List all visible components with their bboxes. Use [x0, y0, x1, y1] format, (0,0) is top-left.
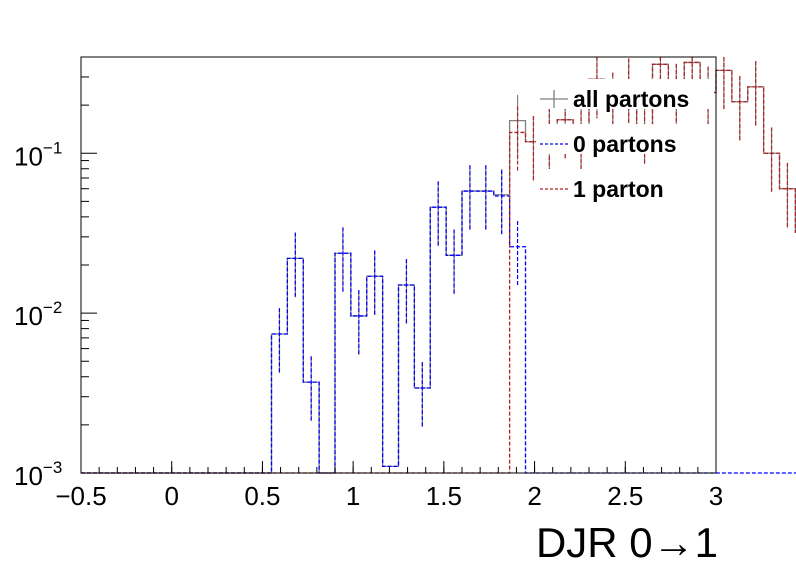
legend: all partons 0 partons 1 parton	[536, 79, 714, 202]
series-layer	[81, 57, 796, 474]
legend-label: 0 partons	[573, 131, 677, 157]
legend-label: 1 parton	[573, 176, 664, 202]
x-tick-label: 1.5	[426, 481, 462, 511]
x-tick-label: 3	[709, 481, 723, 511]
y-tick-label: 10−1	[14, 138, 62, 171]
y-axis: 10−3 10−2 10−1	[14, 56, 97, 491]
y-tick-label: 10−3	[14, 458, 62, 491]
x-tick-label: 1	[346, 481, 360, 511]
legend-entry-background	[536, 169, 714, 199]
legend-entry-background	[536, 124, 714, 154]
x-axis: −0.5 0 0.5 1 1.5 2 2.5 3	[55, 461, 723, 511]
x-tick-label: 0	[164, 481, 178, 511]
x-tick-label: −0.5	[55, 481, 106, 511]
y-tick-label: 10−2	[14, 298, 62, 331]
x-tick-label: 2.5	[607, 481, 643, 511]
legend-label: all partons	[573, 86, 689, 112]
x-tick-label: 2	[527, 481, 541, 511]
legend-entry-background	[536, 79, 714, 109]
x-axis-title: DJR 0→1	[536, 519, 718, 566]
x-tick-label: 0.5	[244, 481, 280, 511]
